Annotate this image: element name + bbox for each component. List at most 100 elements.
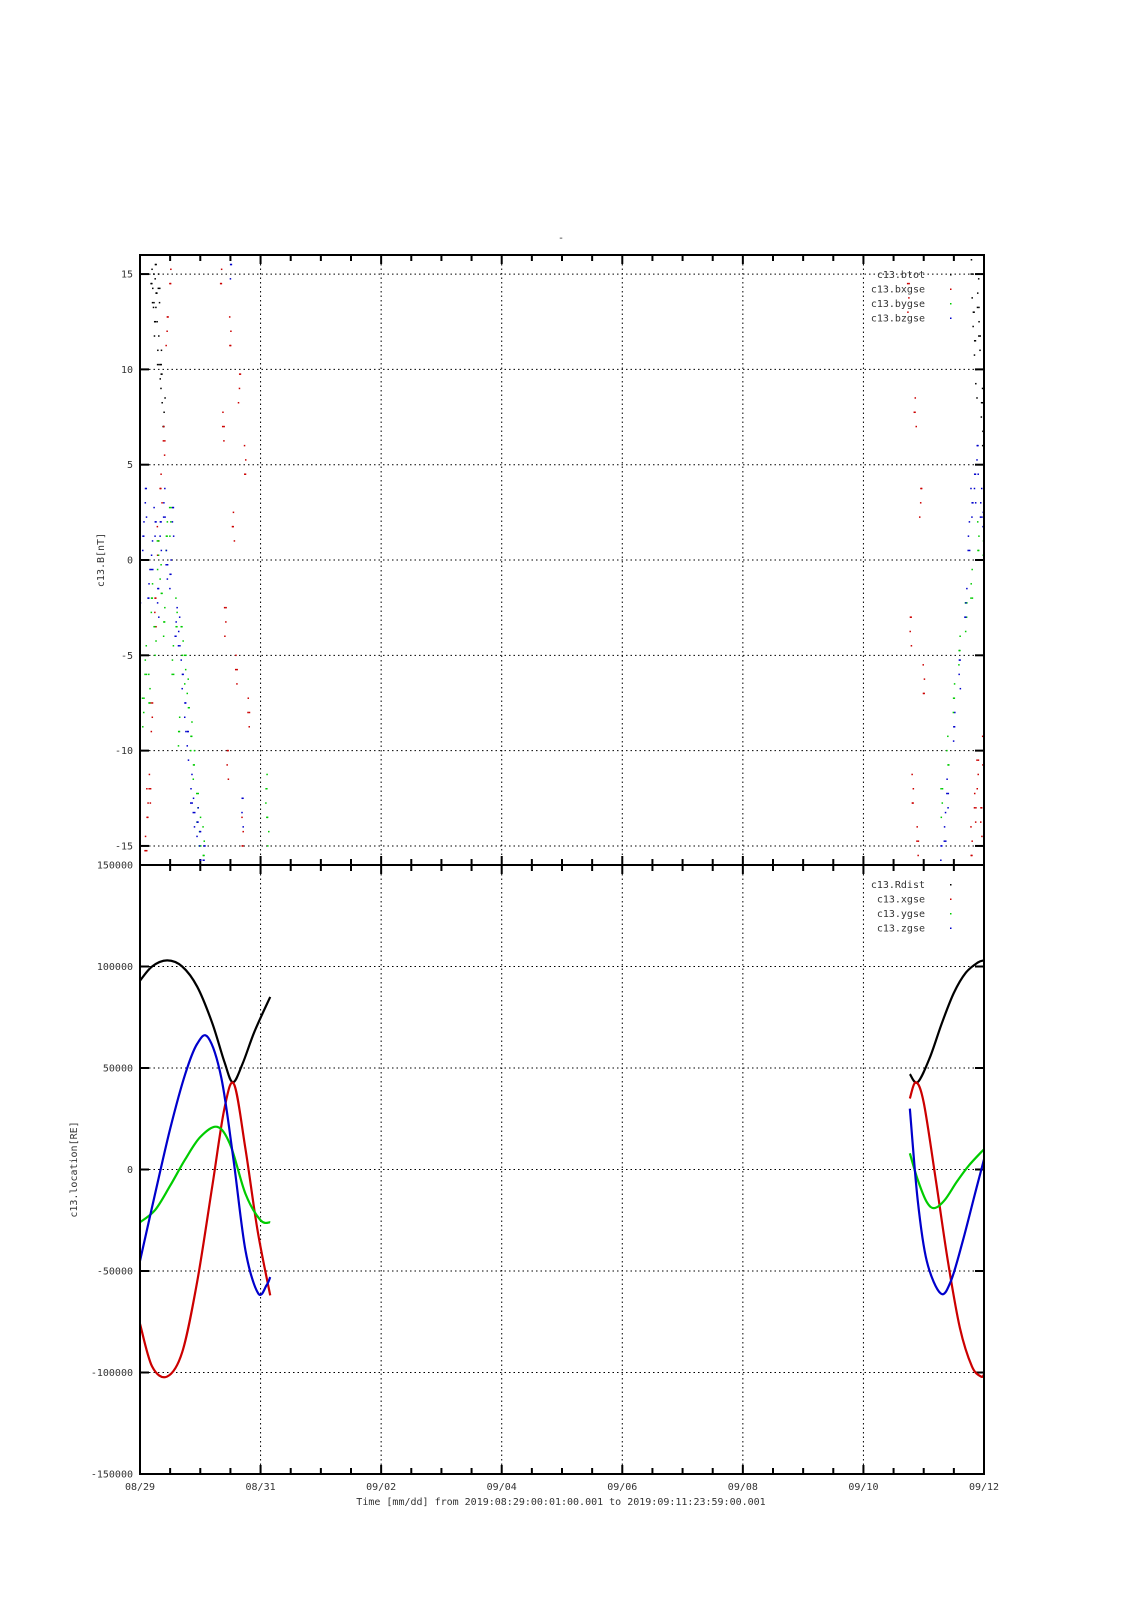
data-point bbox=[147, 816, 149, 819]
data-point bbox=[158, 301, 161, 304]
data-point bbox=[164, 516, 166, 518]
data-point bbox=[976, 397, 978, 399]
data-point bbox=[177, 630, 180, 633]
data-point bbox=[952, 711, 955, 714]
data-point bbox=[178, 616, 181, 618]
data-point bbox=[971, 854, 973, 857]
data-point bbox=[922, 664, 924, 666]
plot-frame bbox=[139, 864, 985, 1475]
y-axis-label: c13.location[RE] bbox=[69, 1121, 80, 1217]
series-c13-bxgse bbox=[144, 255, 984, 865]
data-point bbox=[941, 788, 944, 790]
data-point bbox=[266, 788, 268, 790]
data-point bbox=[161, 401, 163, 404]
data-point bbox=[968, 549, 971, 552]
series-c13-bygse bbox=[140, 506, 984, 857]
data-point bbox=[170, 268, 172, 271]
data-point bbox=[967, 535, 970, 537]
data-point bbox=[941, 802, 944, 804]
series-c13-xgse bbox=[140, 1081, 984, 1379]
data-point bbox=[151, 597, 154, 599]
data-point bbox=[974, 340, 977, 342]
data-point bbox=[196, 835, 198, 838]
legend-marker bbox=[950, 274, 952, 276]
data-point bbox=[145, 645, 148, 647]
data-point bbox=[917, 854, 919, 857]
data-point bbox=[155, 597, 157, 599]
data-point bbox=[972, 245, 974, 247]
data-point bbox=[159, 287, 161, 290]
data-point bbox=[149, 568, 151, 571]
data-point bbox=[954, 711, 956, 714]
data-point bbox=[148, 597, 150, 599]
data-point bbox=[157, 349, 159, 352]
data-point bbox=[199, 830, 202, 833]
data-point bbox=[177, 745, 180, 747]
data-point bbox=[187, 678, 189, 680]
data-point bbox=[160, 549, 163, 552]
data-point bbox=[145, 673, 148, 676]
data-point bbox=[977, 773, 979, 776]
data-point bbox=[973, 311, 975, 313]
data-point bbox=[918, 516, 921, 518]
y-tick-label: -5 bbox=[121, 651, 133, 662]
data-point bbox=[163, 411, 165, 414]
data-point bbox=[908, 282, 910, 285]
data-point bbox=[980, 487, 983, 490]
data-point bbox=[233, 540, 236, 542]
data-point bbox=[197, 821, 199, 823]
data-point bbox=[172, 506, 175, 509]
data-point bbox=[909, 630, 911, 633]
data-point bbox=[914, 397, 917, 399]
data-point bbox=[952, 740, 955, 742]
data-point bbox=[940, 859, 942, 861]
chart-title: - bbox=[558, 233, 564, 244]
data-point bbox=[160, 363, 162, 366]
data-point bbox=[202, 874, 204, 876]
data-point bbox=[193, 749, 196, 752]
data-point bbox=[149, 788, 152, 790]
data-point bbox=[223, 606, 226, 609]
data-point bbox=[163, 502, 165, 504]
data-point bbox=[161, 502, 163, 504]
data-point bbox=[946, 749, 948, 752]
data-point bbox=[247, 711, 249, 714]
data-point bbox=[204, 874, 206, 876]
data-point bbox=[236, 683, 238, 685]
data-point bbox=[162, 635, 165, 637]
y-tick-label: 10 bbox=[121, 365, 133, 376]
data-point bbox=[167, 316, 169, 318]
data-point bbox=[917, 840, 920, 842]
data-point bbox=[151, 702, 154, 704]
data-point bbox=[169, 587, 171, 590]
data-point bbox=[142, 726, 144, 728]
y-tick-label: 0 bbox=[127, 556, 133, 567]
data-point bbox=[203, 854, 205, 857]
series-line bbox=[908, 1108, 984, 1296]
data-point bbox=[183, 716, 186, 719]
data-point bbox=[976, 521, 979, 523]
data-point bbox=[970, 583, 972, 585]
data-point bbox=[172, 673, 175, 676]
data-point bbox=[149, 687, 151, 690]
x-tick-label: 09/10 bbox=[848, 1482, 878, 1493]
data-point bbox=[144, 502, 147, 504]
data-point bbox=[150, 568, 153, 571]
data-point bbox=[166, 578, 169, 580]
data-point bbox=[977, 759, 980, 761]
data-point bbox=[169, 282, 172, 285]
data-point bbox=[164, 397, 166, 399]
data-point bbox=[966, 602, 968, 604]
data-point bbox=[155, 306, 157, 309]
data-point bbox=[923, 692, 925, 695]
data-point bbox=[190, 788, 192, 790]
data-point bbox=[979, 349, 981, 352]
data-point bbox=[970, 597, 972, 599]
data-point bbox=[159, 578, 161, 580]
series-line bbox=[140, 1081, 272, 1379]
data-point bbox=[977, 473, 979, 475]
data-point bbox=[976, 306, 979, 309]
data-point bbox=[953, 683, 956, 685]
y-tick-label: -150000 bbox=[91, 1470, 133, 1481]
data-point bbox=[156, 320, 158, 323]
